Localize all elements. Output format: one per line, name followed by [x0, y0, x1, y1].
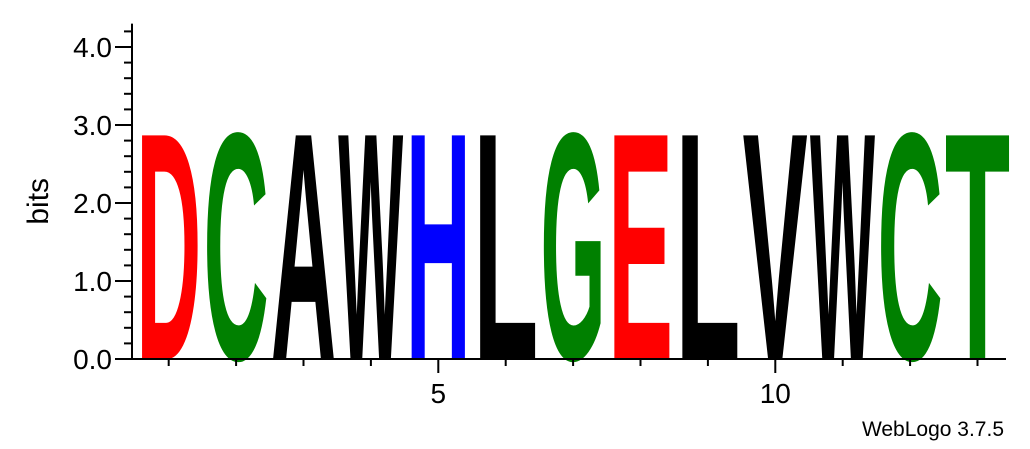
y-tick-label: 3.0: [73, 110, 112, 141]
y-tick-label: 0.0: [73, 344, 112, 375]
y-axis-ticks: 0.0 1.0 2.0 3.0 4.0: [73, 30, 132, 375]
y-tick-label: 2.0: [73, 188, 112, 219]
logo-letter-e-pos-8: E: [608, 65, 673, 428]
logo-letter-d-pos-1: D: [136, 65, 201, 429]
logo-letter-l-pos-9: L: [675, 66, 740, 429]
logo-letter-g-pos-7: G: [540, 66, 605, 429]
x-axis-ticks: 5 10: [167, 359, 979, 409]
logo-letter-t-pos-13: T: [945, 66, 1010, 429]
logo-letter-h-pos-5: H: [406, 65, 471, 429]
logo-letter-c-pos-2: C: [203, 65, 268, 429]
y-tick-label: 1.0: [73, 266, 112, 297]
weblogo-credit: WebLogo 3.7.5: [862, 418, 1004, 441]
logo-letter-w-pos-11: W: [810, 64, 875, 428]
logo-letter-c-pos-12: C: [877, 65, 942, 429]
logo-letter-v-pos-10: V: [743, 65, 808, 428]
x-tick-label: 10: [760, 378, 791, 409]
y-tick-label: 4.0: [73, 32, 112, 63]
x-tick-label: 5: [431, 378, 447, 409]
logo-letter-a-pos-3: A: [271, 65, 336, 429]
y-axis-label: bits: [22, 178, 55, 225]
axes: 0.0 1.0 2.0 3.0 4.0 5 10: [73, 23, 1006, 409]
logo-letter-l-pos-6: L: [473, 66, 538, 429]
logo-letter-w-pos-4: W: [338, 64, 403, 428]
